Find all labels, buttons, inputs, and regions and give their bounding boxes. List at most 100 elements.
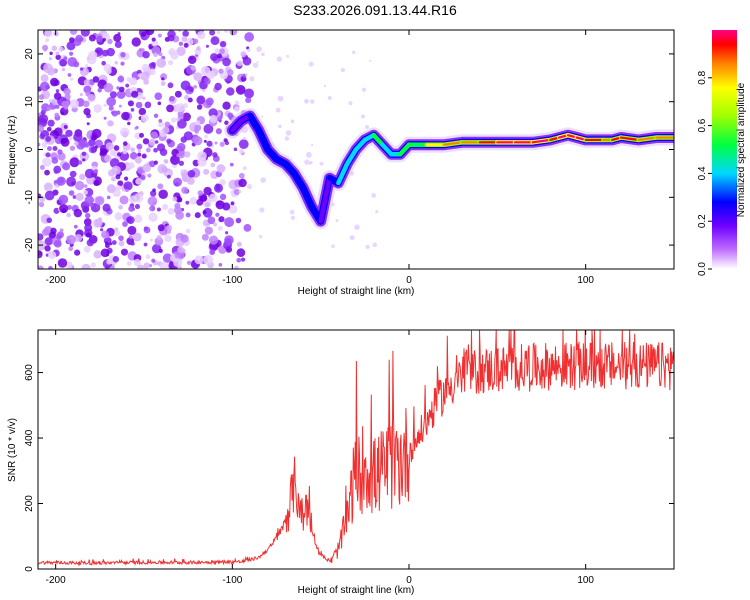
- spectrogram-noise-cell: [58, 46, 64, 52]
- spectrogram-noise-cell: [218, 68, 224, 74]
- spectrogram-noise-cell: [105, 68, 112, 75]
- spectrogram-noise-cell: [214, 82, 222, 91]
- spectrogram-x-label: Height of straight line (km): [298, 286, 415, 297]
- spectrogram-noise-cell: [229, 30, 238, 36]
- spectrogram-noise-cell: [134, 203, 141, 210]
- spectrogram-noise-cell: [140, 71, 150, 81]
- spectrogram-noise-cell: [45, 152, 51, 158]
- spectrogram-noise-cell: [197, 190, 204, 196]
- spectrogram-y-ticks: -20 -10 0 10 20: [24, 48, 674, 252]
- spectrogram-noise-cell: [180, 234, 189, 243]
- spectrogram-noise-cell: [190, 65, 196, 71]
- spectrogram-noise-cell: [45, 135, 52, 142]
- spectrogram-noise-cell: [219, 48, 225, 54]
- spectrogram-noise-cell: [184, 94, 190, 101]
- spectrogram-noise-cell: [284, 136, 290, 141]
- spectrogram-noise-cell: [276, 56, 283, 62]
- spectrogram-noise-cell: [154, 92, 163, 101]
- spectrogram-noise-cell: [156, 207, 161, 212]
- spectrogram-noise-cell: [38, 265, 44, 269]
- spectrogram-noise-cell: [132, 232, 142, 242]
- spectrogram-noise-cell: [285, 130, 292, 136]
- spectrogram-noise-cell: [38, 125, 45, 133]
- spectrogram-noise-cell: [185, 228, 191, 234]
- spectrogram-noise-cell: [118, 204, 123, 210]
- spectrogram-noise-cell: [167, 174, 171, 179]
- spectrogram-noise-cell: [150, 61, 156, 67]
- spectrogram-noise-cell: [181, 36, 188, 42]
- spectrogram-noise-cell: [323, 84, 327, 88]
- spectrogram-noise-cell: [203, 77, 211, 85]
- spectrogram-noise-cell: [46, 146, 52, 152]
- spectrogram-noise-cell: [107, 38, 113, 45]
- spectrogram-noise-cell: [289, 209, 295, 215]
- spectrogram-noise-cell: [212, 152, 218, 158]
- spectrogram-noise-cell: [50, 77, 59, 87]
- spectrogram-noise-cell: [127, 161, 135, 169]
- spectrogram-noise-cell: [122, 141, 128, 146]
- spectrogram-noise-cell: [79, 139, 88, 148]
- spectrogram-noise-cell: [69, 99, 79, 109]
- spectrogram-noise-cell: [158, 121, 165, 128]
- spectrogram-noise-cell: [193, 72, 203, 82]
- spectrogram-noise-cell: [218, 262, 223, 267]
- spectrogram-noise-cell: [83, 79, 90, 86]
- spectrogram-noise-cell: [141, 48, 145, 52]
- snr-frame: [37, 329, 675, 570]
- spectrogram-noise-cell: [83, 184, 88, 188]
- spectrogram-noise-cell: [233, 147, 238, 152]
- spectrogram-noise-cell: [103, 82, 114, 93]
- spectrogram-noise-cell: [74, 234, 83, 242]
- spectrogram-noise-cell: [125, 83, 130, 88]
- spectrogram-noise-cell: [114, 212, 123, 221]
- spectrogram-noise-cell: [176, 46, 186, 57]
- spectrogram-noise-cell: [153, 113, 159, 119]
- spectrogram-noise-cell: [116, 152, 122, 157]
- spectrogram-noise-cell: [200, 66, 211, 76]
- spectrogram-noise-cell: [134, 126, 138, 130]
- spectrogram-noise-cell: [196, 104, 203, 110]
- spectrogram-noise-cell: [44, 30, 53, 38]
- spectrogram-noise-cell: [126, 261, 132, 266]
- spectrogram-noise-cell: [228, 204, 238, 214]
- spectrogram-noise-cell: [167, 59, 174, 66]
- spectrogram-noise-cell: [153, 147, 158, 153]
- x-tick-label: 0: [406, 575, 412, 586]
- spectrogram-noise-cell: [120, 61, 125, 66]
- y-tick-label: 10: [24, 96, 35, 108]
- spectrogram-noise-cell: [119, 151, 130, 161]
- spectrogram-noise-cell: [235, 84, 246, 95]
- spectrogram-ridge-peak: [619, 136, 640, 142]
- spectrogram-noise-cell: [159, 148, 168, 156]
- spectrogram-noise-cell: [203, 186, 212, 196]
- y-tick-label: 200: [24, 495, 35, 512]
- x-tick-label: -200: [46, 575, 66, 586]
- spectrogram-noise-cell: [38, 94, 45, 100]
- spectrogram-noise-cell: [234, 106, 240, 112]
- spectrogram-noise-cell: [227, 112, 234, 119]
- spectrogram-noise-cell: [38, 233, 44, 241]
- spectrogram-noise-cell: [114, 61, 119, 65]
- spectrogram-noise-cell: [216, 53, 222, 59]
- spectrogram-noise-cell: [139, 174, 146, 181]
- spectrogram-noise-cell: [58, 194, 69, 205]
- colorbar: 0.0 0.2 0.4 0.6 0.8 Normalized spectral ampl…: [697, 30, 747, 276]
- spectrogram-noise-cell: [236, 248, 246, 257]
- spectrogram-noise-cell: [142, 163, 152, 173]
- spectrogram-noise-cell: [209, 114, 218, 123]
- spectrogram-noise-cell: [150, 131, 159, 139]
- spectrogram-noise-cell: [44, 245, 51, 252]
- spectrogram-noise-cell: [166, 224, 173, 231]
- spectrogram-noise-cell: [139, 132, 144, 138]
- spectrogram-noise-cell: [201, 233, 209, 241]
- spectrogram-noise-cell: [183, 131, 193, 141]
- spectrogram-noise-cell: [218, 216, 225, 223]
- spectrogram-noise-cell: [143, 242, 148, 247]
- spectrogram-noise-cell: [117, 75, 125, 83]
- spectrogram-noise-cell: [172, 177, 183, 187]
- spectrogram-noise-cell: [59, 228, 64, 233]
- spectrogram-noise-cell: [224, 235, 234, 245]
- spectrogram-noise-cell: [148, 138, 156, 146]
- chart-title: S233.2026.091.13.44.R16: [293, 2, 457, 18]
- spectrogram-noise-cell: [66, 41, 76, 51]
